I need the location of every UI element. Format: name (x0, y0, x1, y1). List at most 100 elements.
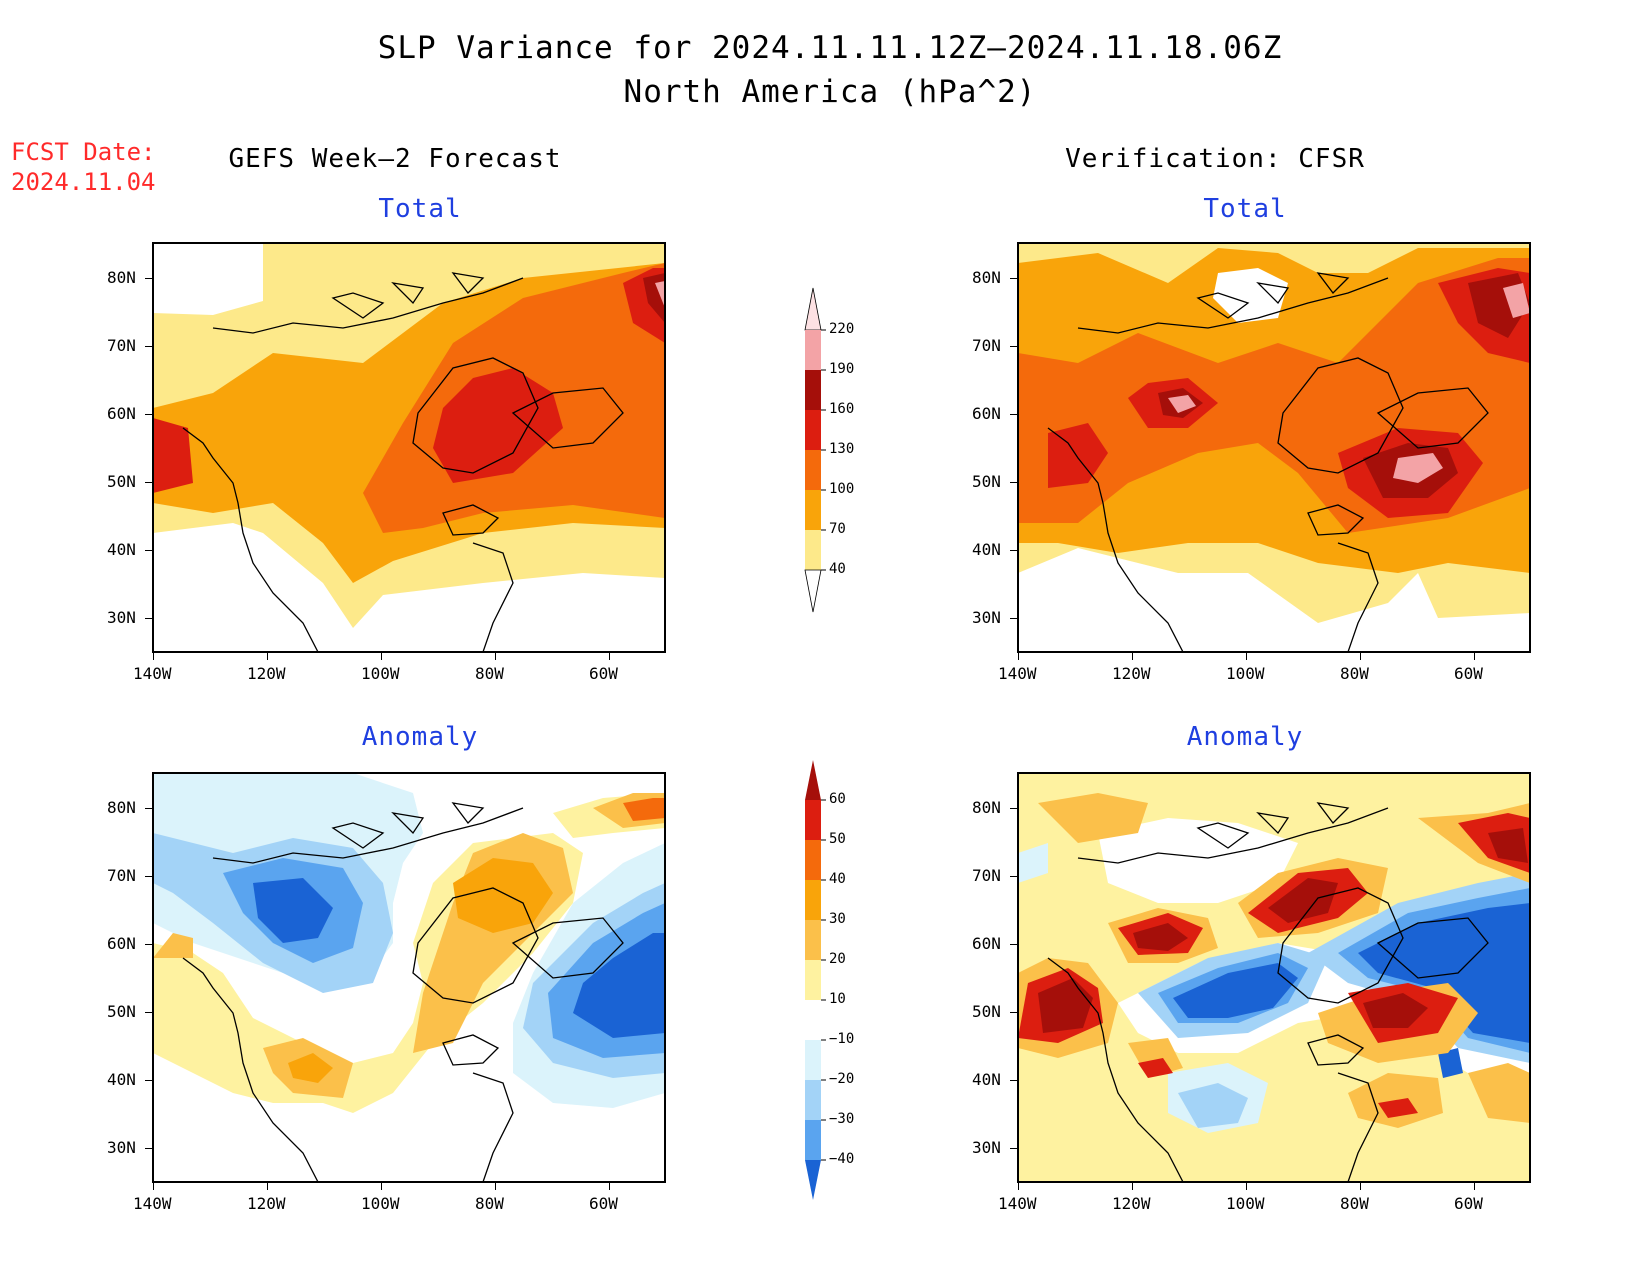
colorbar-anomaly-box (805, 1120, 821, 1160)
lat-tick-label: 30N (107, 1138, 136, 1157)
lat-tick-mark (1010, 1012, 1018, 1013)
map-gefs-anomaly (153, 773, 665, 1182)
lon-tick-mark (1474, 1182, 1475, 1190)
lon-tick-mark (1246, 652, 1247, 660)
colorbar-total-label: 40 (829, 561, 846, 577)
lat-tick-label: 40N (107, 1070, 136, 1089)
colorbar-total-label: 160 (829, 401, 855, 417)
colorbar-total-label: 70 (829, 521, 846, 537)
lat-tick-mark (1010, 278, 1018, 279)
colorbar-anomaly-label: 30 (829, 911, 846, 927)
lon-tick-mark (1018, 1182, 1019, 1190)
colorbar-total: 220 190 160 130 100 70 40 (795, 280, 915, 620)
lon-tick-mark (267, 652, 268, 660)
figure-title: SLP Variance for 2024.11.11.12Z–2024.11.… (377, 30, 1283, 66)
lat-tick-mark (1010, 618, 1018, 619)
colorbar-anomaly-label: 50 (829, 831, 846, 847)
colorbar-anomaly-box (805, 1080, 821, 1120)
lat-tick-label: 30N (972, 1138, 1001, 1157)
lat-tick-mark (145, 278, 153, 279)
colorbar-total-box (805, 370, 821, 410)
colorbar-anomaly-label: −30 (829, 1111, 855, 1127)
lat-tick-label: 50N (107, 1002, 136, 1021)
lat-tick-mark (145, 618, 153, 619)
fcst-date-value: 2024.11.04 (11, 168, 156, 196)
lon-tick-label: 100W (1226, 664, 1265, 683)
lat-tick-label: 80N (972, 268, 1001, 287)
colorbar-total-label: 190 (829, 361, 855, 377)
lat-tick-mark (145, 808, 153, 809)
lat-tick-label: 70N (972, 866, 1001, 885)
lat-tick-mark (1010, 1080, 1018, 1081)
colorbar-total-box (805, 450, 821, 490)
lat-tick-label: 30N (972, 608, 1001, 627)
lon-tick-label: 100W (361, 1194, 400, 1213)
colorbar-anomaly-label: 60 (829, 791, 846, 807)
lon-tick-mark (1246, 1182, 1247, 1190)
lat-tick-label: 60N (107, 404, 136, 423)
panel-label-cfsr-total: Total (1203, 194, 1287, 224)
lon-tick-mark (1474, 652, 1475, 660)
figure-subtitle: North America (hPa^2) (623, 74, 1037, 110)
colorbar-anomaly-box (805, 1000, 821, 1040)
colorbar-anomaly-label: 10 (829, 991, 846, 1007)
panel-label-gefs-anomaly: Anomaly (361, 722, 479, 752)
lat-tick-mark (145, 346, 153, 347)
colorbar-total-top-wedge (804, 287, 822, 331)
colorbar-anomaly-label: −10 (829, 1031, 855, 1047)
lon-tick-label: 140W (998, 1194, 1037, 1213)
colorbar-total-label: 220 (829, 321, 855, 337)
colorbar-anomaly-box (805, 960, 821, 1000)
lon-tick-label: 80W (1340, 664, 1369, 683)
lat-tick-label: 70N (972, 336, 1001, 355)
lon-tick-label: 140W (133, 1194, 172, 1213)
lat-tick-mark (145, 550, 153, 551)
lon-tick-mark (381, 652, 382, 660)
lat-tick-label: 50N (107, 472, 136, 491)
colorbar-total-box (805, 410, 821, 450)
panel-label-cfsr-anomaly: Anomaly (1186, 722, 1304, 752)
lat-tick-label: 70N (107, 336, 136, 355)
lat-tick-mark (145, 1148, 153, 1149)
lat-tick-label: 60N (107, 934, 136, 953)
lat-tick-mark (145, 876, 153, 877)
right-column-title: Verification: CFSR (1065, 144, 1365, 174)
lat-tick-mark (145, 414, 153, 415)
lat-tick-label: 70N (107, 866, 136, 885)
lon-tick-mark (495, 652, 496, 660)
lat-tick-label: 60N (972, 934, 1001, 953)
lon-tick-mark (267, 1182, 268, 1190)
lon-tick-mark (153, 1182, 154, 1190)
lon-tick-mark (1132, 1182, 1133, 1190)
colorbar-anomaly-top-wedge (805, 760, 821, 800)
colorbar-total-box (805, 530, 821, 570)
map-cfsr-total (1018, 243, 1530, 652)
colorbar-anomaly-box (805, 840, 821, 880)
lon-tick-label: 120W (247, 1194, 286, 1213)
lat-tick-label: 40N (972, 1070, 1001, 1089)
lat-tick-mark (1010, 876, 1018, 877)
lon-tick-label: 140W (133, 664, 172, 683)
lat-tick-label: 50N (972, 1002, 1001, 1021)
colorbar-total-label: 100 (829, 481, 855, 497)
lon-tick-label: 120W (1112, 664, 1151, 683)
lat-tick-mark (145, 944, 153, 945)
colorbar-anomaly-label: 40 (829, 871, 846, 887)
colorbar-anomaly-box (805, 1040, 821, 1080)
colorbar-anomaly-label: −40 (829, 1151, 855, 1167)
lon-tick-label: 60W (1454, 664, 1483, 683)
lon-tick-label: 100W (361, 664, 400, 683)
lon-tick-label: 60W (589, 1194, 618, 1213)
colorbar-anomaly-label: 20 (829, 951, 846, 967)
colorbar-anomaly: 60 50 40 30 20 10 −10 −20 −30 −40 (795, 758, 915, 1203)
lon-tick-label: 80W (475, 1194, 504, 1213)
lat-tick-mark (1010, 346, 1018, 347)
lat-tick-mark (1010, 414, 1018, 415)
lat-tick-mark (1010, 944, 1018, 945)
lon-tick-mark (495, 1182, 496, 1190)
lon-tick-label: 60W (589, 664, 618, 683)
lon-tick-mark (1018, 652, 1019, 660)
lon-tick-label: 80W (1340, 1194, 1369, 1213)
colorbar-total-label: 130 (829, 441, 855, 457)
lon-tick-mark (1132, 652, 1133, 660)
